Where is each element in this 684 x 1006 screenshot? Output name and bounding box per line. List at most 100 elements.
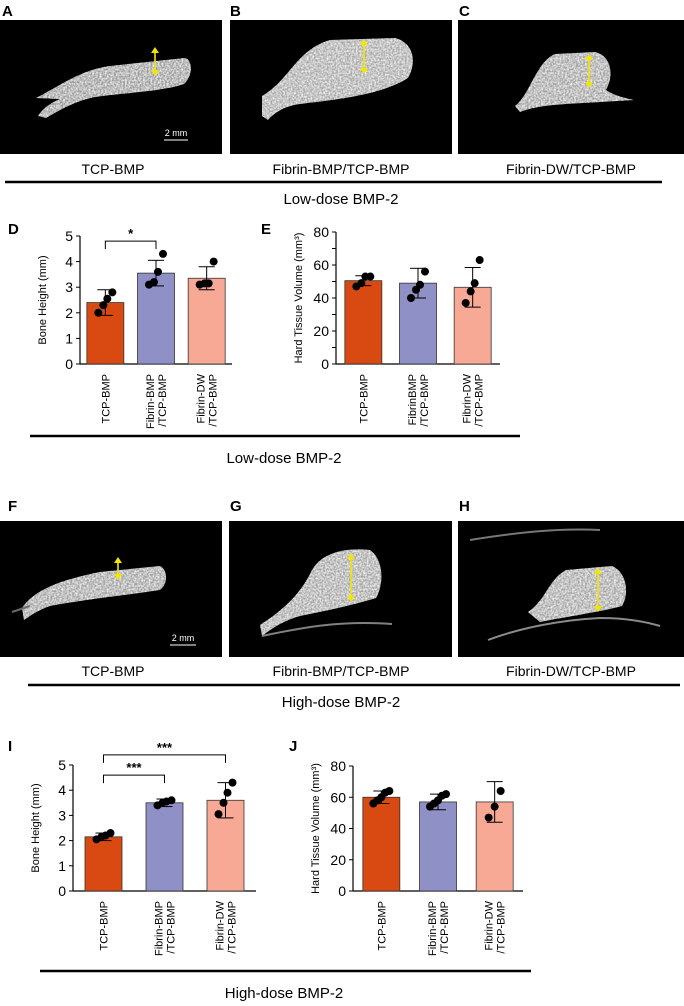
y-tick-label: 80 [313, 224, 329, 240]
y-tick-label: 1 [58, 858, 66, 874]
y-tick-label: 1 [65, 330, 73, 346]
panel-letter-G: G [230, 498, 242, 515]
panel-A: A 2 mm TCP-BMP [0, 3, 222, 177]
bar [84, 836, 123, 892]
y-tick-label: 3 [58, 807, 66, 823]
x-tick-label: Fibrin-DW [215, 900, 227, 950]
ct-bone-section [487, 616, 661, 641]
y-tick-label: 5 [65, 228, 73, 244]
significance-bracket [103, 774, 165, 784]
image-caption: Fibrin-BMP/TCP-BMP [273, 663, 410, 679]
y-tick-label: 0 [321, 356, 329, 372]
y-tick-label: 80 [330, 758, 346, 774]
x-tick-label: Fibrin-BMP [154, 901, 166, 956]
group-label-low-dose: Low-dose BMP-2 [283, 191, 398, 208]
x-tick-label: TCP-BMP [376, 901, 388, 951]
x-tick-label: Fibrin-BMP [145, 374, 157, 429]
bar [362, 796, 401, 892]
data-point [421, 267, 429, 276]
y-axis-label: Hard Tissue Volume (mm³) [310, 763, 322, 894]
y-tick-label: 40 [313, 290, 329, 306]
hard-tissue-volume-bar-chart: 0 20 40 60 80 Hard Tissue Volume (mm³) TCP-BMP… [293, 224, 500, 427]
y-axis-label: Bone Height (mm) [37, 255, 49, 344]
y-tick-label: 5 [58, 757, 66, 773]
bar [137, 272, 175, 365]
arrow-heads [114, 557, 122, 580]
significance-label: * [128, 226, 134, 241]
x-tick-label: /TCP-BMP [419, 374, 431, 427]
y-tick-label: 20 [330, 852, 346, 868]
y-tick-label: 0 [338, 883, 346, 899]
significance-bracket [104, 240, 157, 250]
panel-letter-J: J [289, 738, 297, 755]
y-tick-label: 0 [65, 356, 73, 372]
data-point [209, 257, 218, 266]
significance-label: *** [157, 740, 173, 755]
data-point [416, 280, 424, 289]
x-tick-label: TCP-BMP [99, 901, 111, 951]
ct-bone-section [515, 52, 634, 112]
data-point [150, 278, 158, 287]
data-point [496, 787, 505, 795]
scale-bar-label: 2 mm [172, 633, 195, 643]
ct-bone-section [22, 566, 166, 620]
y-tick-label: 2 [58, 833, 66, 849]
data-point [159, 249, 167, 258]
panel-letter-B: B [230, 3, 241, 20]
x-tick-label: Fibrin-DW [462, 373, 474, 423]
bar [344, 280, 383, 365]
data-point [106, 829, 115, 838]
x-tick-label: /TCP-BMP [439, 901, 451, 954]
data-point [103, 294, 112, 303]
y-tick-label: 60 [330, 789, 346, 805]
ct-bone-section [528, 566, 627, 622]
y-tick-label: 0 [58, 883, 66, 899]
x-tick-label: Fibrin-BMP [427, 901, 439, 956]
ct-bone-section [11, 605, 31, 613]
panel-letter-I: I [8, 738, 12, 755]
bar [419, 801, 457, 892]
arrow-heads [151, 47, 159, 76]
panel-B: B Fibrin-BMP/TCP-BMP [230, 3, 452, 177]
significance-label: *** [126, 760, 142, 775]
y-tick-label: 4 [65, 254, 73, 270]
panel-letter-A: A [2, 3, 13, 20]
x-tick-label: /TCP-BMP [227, 901, 239, 954]
x-tick-label: Fibrin-DW [196, 373, 208, 423]
image-caption: Fibrin-DW/TCP-BMP [506, 663, 636, 679]
image-caption: Fibrin-BMP/TCP-BMP [273, 161, 410, 177]
panel-C: C Fibrin-DW/TCP-BMP [458, 3, 684, 177]
y-tick-label: 2 [65, 305, 73, 321]
x-tick-label: TCP-BMP [100, 374, 112, 424]
panel-letter-H: H [459, 498, 470, 515]
x-tick-label: TCP-BMP [358, 374, 370, 424]
data-point [99, 301, 108, 310]
y-tick-label: 4 [58, 782, 66, 798]
panel-F: F 2 mm TCP-BMP [0, 498, 222, 679]
panel-letter-C: C [459, 3, 470, 20]
panel-letter-F: F [8, 498, 17, 515]
panel-letter-E: E [261, 221, 271, 238]
data-point [484, 813, 493, 822]
x-tick-label: Fibrin-DW [484, 900, 496, 950]
data-point [442, 790, 450, 799]
plots-group-label-low-dose: Low-dose BMP-2 [226, 450, 341, 467]
image-caption: Fibrin-DW/TCP-BMP [506, 161, 636, 177]
data-point [490, 802, 499, 811]
data-point [219, 798, 228, 807]
x-tick-label: FibrinBMP [407, 374, 419, 425]
x-tick-label: /TCP-BMP [208, 374, 220, 427]
chart-panel-I: I 0 1 2 3 4 5 Bone Height (mm) TCP-BMP Fibrin-BM… [8, 738, 256, 956]
bar [187, 277, 226, 365]
panel-H: H Fibrin-DW/TCP-BMP [458, 498, 684, 679]
ct-bone-section [261, 621, 393, 637]
ct-bone-section [262, 38, 413, 120]
x-tick-label: /TCP-BMP [166, 901, 178, 954]
data-point [94, 308, 103, 317]
data-point [366, 272, 375, 281]
arrow-heads [347, 553, 355, 602]
data-point [475, 256, 484, 265]
data-point [167, 796, 176, 805]
hard-tissue-volume-bar-chart: 0 20 40 60 80 Hard Tissue Volume (mm³) TCP-BMP… [310, 758, 523, 956]
